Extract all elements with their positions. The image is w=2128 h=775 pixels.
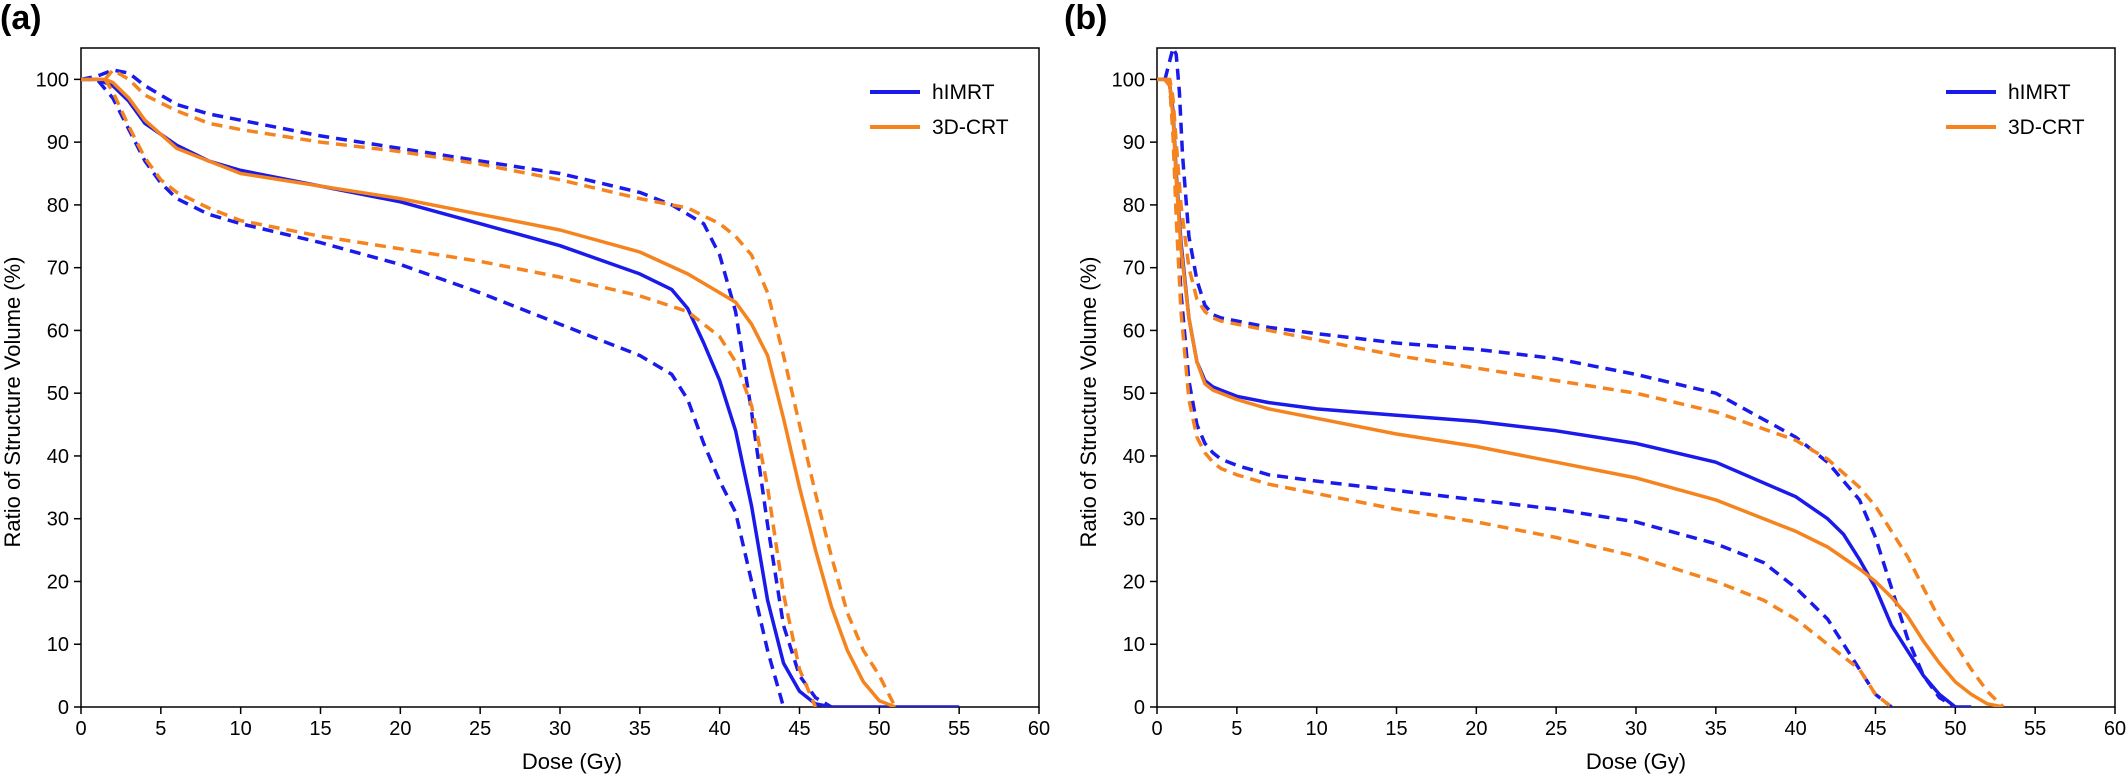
x-tick-label: 15 bbox=[1385, 718, 1407, 740]
series-group bbox=[1157, 46, 2005, 707]
y-tick-label: 40 bbox=[1123, 446, 1145, 468]
y-tick-label: 70 bbox=[1123, 258, 1145, 280]
series-line-3d-crt bbox=[1157, 77, 2004, 707]
y-tick-label: 90 bbox=[1123, 132, 1145, 154]
series-line-himrt-lower bbox=[81, 77, 786, 707]
panel-a: (a) 0 5 10 15 20 25 30 35 40 45 50 55 60 0 10 20 30 40 50 6… bbox=[0, 0, 1050, 774]
x-tick-label: 55 bbox=[2024, 718, 2046, 740]
series-line-himrt bbox=[1157, 77, 1972, 707]
y-tick-label: 60 bbox=[1123, 320, 1145, 342]
x-tick-label: 25 bbox=[1545, 718, 1567, 740]
series-line-himrt-upper bbox=[1163, 46, 1957, 707]
plot-frame bbox=[1156, 47, 2116, 708]
y-tick-label: 90 bbox=[47, 132, 69, 154]
panel-b: (b) 0 5 10 15 20 25 30 35 40 45 50 55 60 0 10 20 30 40 50 6… bbox=[1064, 0, 2126, 774]
x-tick-label: 0 bbox=[1151, 718, 1162, 740]
series-line-3d-crt-upper bbox=[1165, 77, 2005, 707]
y-axis-title: Ratio of Structure Volume (%) bbox=[0, 256, 25, 547]
series-line-3d-crt-lower bbox=[1163, 78, 1893, 707]
x-tick-label: 0 bbox=[75, 718, 86, 740]
y-tick-label: 0 bbox=[1134, 697, 1145, 719]
y-tick-label: 80 bbox=[47, 195, 69, 217]
x-tick-label: 45 bbox=[788, 718, 810, 740]
x-tick-label: 20 bbox=[389, 718, 411, 740]
y-tick-label: 0 bbox=[58, 697, 69, 719]
y-tick-label: 60 bbox=[47, 320, 69, 342]
legend-label: hIMRT bbox=[2008, 81, 2071, 104]
panel-label: (a) bbox=[0, 0, 42, 37]
x-tick-label: 30 bbox=[549, 718, 571, 740]
x-axis-title: Dose (Gy) bbox=[522, 749, 622, 774]
series-group bbox=[81, 68, 960, 707]
x-tick-label: 40 bbox=[709, 718, 731, 740]
y-tick-label: 10 bbox=[1123, 634, 1145, 656]
panel-label: (b) bbox=[1064, 0, 1107, 37]
x-tick-label: 50 bbox=[1944, 718, 1966, 740]
x-tick-label: 30 bbox=[1625, 718, 1647, 740]
y-tick-label: 40 bbox=[47, 446, 69, 468]
series-line-3d-crt bbox=[81, 77, 896, 707]
x-tick-label: 50 bbox=[868, 718, 890, 740]
x-tick-label: 60 bbox=[1028, 718, 1050, 740]
y-tick-label: 100 bbox=[36, 69, 69, 91]
y-tick-label: 50 bbox=[47, 383, 69, 405]
x-tick-label: 5 bbox=[1231, 718, 1242, 740]
y-tick-label: 10 bbox=[47, 634, 69, 656]
x-axis-title: Dose (Gy) bbox=[1586, 749, 1686, 774]
legend-label: 3D-CRT bbox=[932, 116, 1009, 139]
x-tick-label: 35 bbox=[629, 718, 651, 740]
series-line-himrt-lower bbox=[1163, 78, 1893, 707]
y-tick-label: 100 bbox=[1112, 69, 1145, 91]
y-tick-label: 20 bbox=[1123, 571, 1145, 593]
x-tick-label: 35 bbox=[1705, 718, 1727, 740]
x-tick-label: 45 bbox=[1864, 718, 1886, 740]
y-tick-label: 70 bbox=[47, 258, 69, 280]
x-tick-label: 55 bbox=[948, 718, 970, 740]
x-tick-label: 40 bbox=[1785, 718, 1807, 740]
y-tick-label: 50 bbox=[1123, 383, 1145, 405]
legend-label: hIMRT bbox=[932, 81, 995, 104]
x-tick-label: 60 bbox=[2104, 718, 2126, 740]
x-tick-label: 15 bbox=[309, 718, 331, 740]
x-tick-label: 5 bbox=[155, 718, 166, 740]
x-tick-label: 10 bbox=[230, 718, 252, 740]
y-axis-title: Ratio of Structure Volume (%) bbox=[1076, 256, 1101, 547]
y-tick-label: 30 bbox=[47, 509, 69, 531]
y-tick-label: 30 bbox=[1123, 509, 1145, 531]
series-line-3d-crt-lower bbox=[103, 78, 818, 707]
x-tick-label: 10 bbox=[1306, 718, 1328, 740]
plot-frame bbox=[80, 47, 1040, 708]
x-tick-label: 25 bbox=[469, 718, 491, 740]
y-tick-label: 80 bbox=[1123, 195, 1145, 217]
x-tick-label: 20 bbox=[1465, 718, 1487, 740]
y-tick-label: 20 bbox=[47, 571, 69, 593]
series-line-himrt-upper bbox=[81, 68, 833, 707]
legend-label: 3D-CRT bbox=[2008, 116, 2085, 139]
